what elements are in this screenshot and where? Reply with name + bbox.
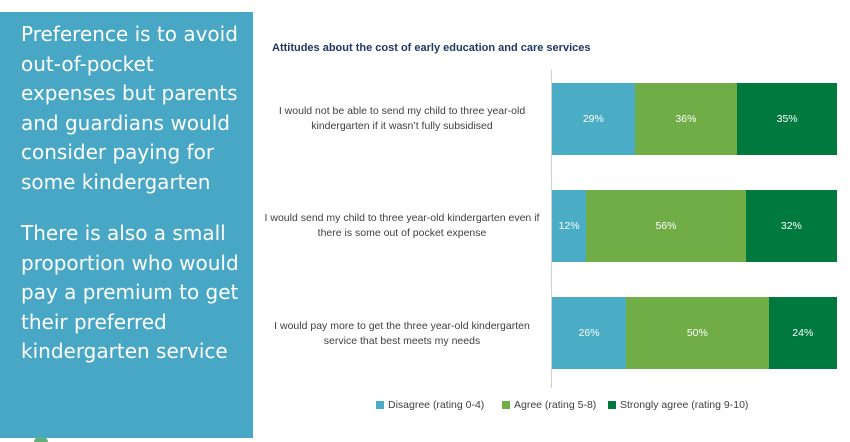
data-label: 56% (655, 220, 677, 232)
summary-paragraph-1: Preference is to avoid out-of-pocket exp… (21, 22, 238, 194)
category-axis-line (551, 70, 552, 388)
data-label: 24% (792, 327, 814, 339)
legend-label: Agree (rating 5-8) (514, 399, 597, 411)
category-label: I would not be able to send my child to … (278, 105, 526, 132)
legend-swatch (376, 401, 384, 409)
data-label: 12% (558, 220, 580, 232)
data-label: 36% (675, 113, 697, 125)
data-label: 50% (686, 327, 708, 339)
legend-item: Disagree (rating 0-4) (376, 399, 484, 411)
bar-segment: 26% (552, 297, 627, 369)
category-label: I would pay more to get the three year-o… (274, 320, 530, 347)
legend-label: Disagree (rating 0-4) (388, 399, 485, 411)
data-label: 35% (776, 113, 798, 125)
bar-segment: 56% (586, 190, 746, 262)
legend-swatch (608, 401, 616, 409)
legend-label: Strongly agree (rating 9-10) (620, 399, 749, 411)
data-label: 32% (780, 220, 802, 232)
summary-paragraph-2: There is also a small proportion who wou… (21, 221, 239, 363)
bar-segment: 29% (552, 83, 635, 155)
bar-segment: 35% (737, 83, 837, 155)
data-label: 29% (582, 113, 604, 125)
summary-text: Preference is to avoid out-of-pocket exp… (21, 20, 249, 367)
chart-title: Attitudes about the cost of early educat… (272, 42, 591, 54)
legend-item: Agree (rating 5-8) (502, 399, 596, 411)
bar-segment: 24% (768, 297, 837, 369)
logo-mark (34, 437, 48, 442)
bar-segment: 12% (552, 190, 587, 262)
legend-swatch (502, 401, 510, 409)
summary-panel: Preference is to avoid out-of-pocket exp… (0, 12, 253, 438)
bar-segment: 32% (745, 190, 837, 262)
bar-segment: 36% (634, 83, 738, 155)
bar-segment: 50% (626, 297, 769, 369)
category-label: I would send my child to three year-old … (264, 212, 540, 239)
data-label: 26% (578, 327, 600, 339)
legend-item: Strongly agree (rating 9-10) (608, 399, 748, 411)
